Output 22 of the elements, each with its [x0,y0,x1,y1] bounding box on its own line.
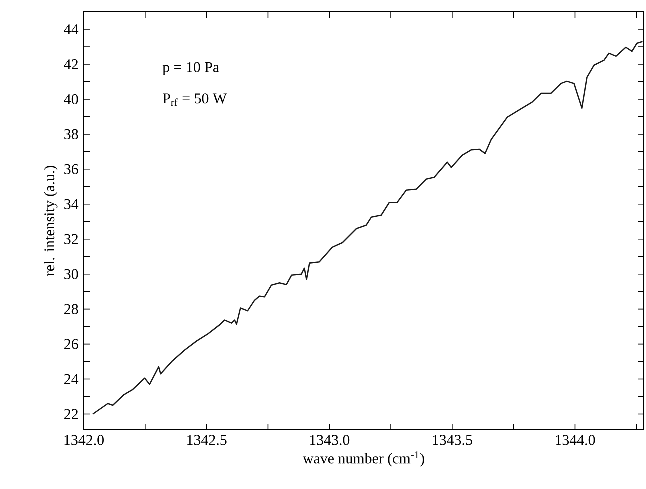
y-tick-label: 28 [64,304,78,314]
y-axis-title: rel. intensity (a.u.) [44,166,58,276]
y-tick-label: 34 [64,199,79,210]
y-tick-label: 36 [64,164,78,174]
y-tick-label: 32 [64,234,78,244]
line-series [92,41,644,415]
x-axis-title: wave number (cm$^{-1}$) [302,451,424,467]
annotation: P$_{rf}$ = 50 W [163,94,228,106]
y-tick-label: 26 [64,339,78,350]
annotation: p = 10 Pa [162,62,220,76]
y-tick-label: 22 [64,409,78,420]
x-tick-label: 1343.5 [433,435,472,446]
y-tick-label: 24 [64,374,79,384]
x-tick-label: 1342.5 [188,435,227,446]
x-tick-label: 1342.0 [64,435,104,446]
y-tick-label: 44 [64,24,79,34]
x-tick-label: 1344.0 [556,435,596,446]
x-tick-label: 1343.0 [310,435,350,446]
y-tick-label: 30 [64,269,78,280]
y-tick-label: 40 [64,94,78,104]
y-tick-label: 38 [64,129,78,140]
y-tick-label: 42 [64,60,78,70]
